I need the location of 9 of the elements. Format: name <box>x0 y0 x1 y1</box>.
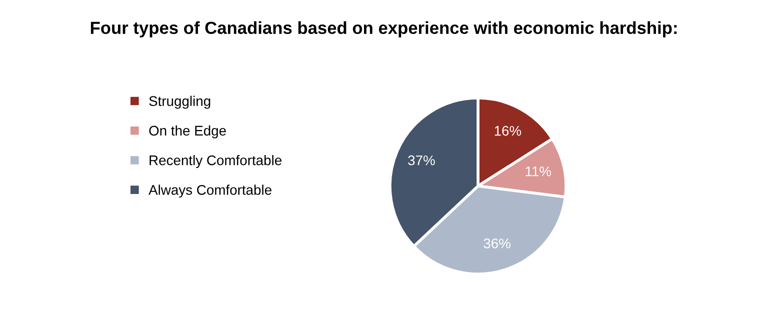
data-label: 37% <box>408 155 435 166</box>
legend-label: Recently Comfortable <box>150 155 282 168</box>
legend-label: Struggling <box>149 96 210 109</box>
legend-label: Always Comfortable <box>148 184 272 198</box>
chart-title: Four types of Canadians based on experience with economic hardship: <box>90 21 677 38</box>
data-label: 16% <box>494 126 522 136</box>
data-label: 11% <box>526 166 552 176</box>
legend-label: On the Edge <box>149 125 226 138</box>
data-label: 36% <box>484 238 510 248</box>
